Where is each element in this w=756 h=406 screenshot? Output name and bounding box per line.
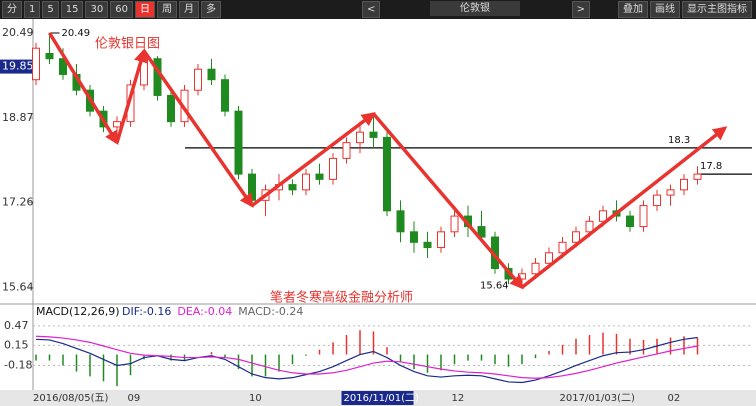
trend-arrow	[372, 112, 524, 290]
candle-body	[572, 231, 580, 243]
x-tick-label: 2016/11/01(二)	[344, 393, 420, 404]
candle-body	[585, 220, 594, 233]
candle-body	[59, 58, 67, 75]
candle-body	[194, 68, 202, 91]
prev-button[interactable]: <	[362, 1, 381, 18]
candle-body	[221, 79, 229, 112]
toolbar-button[interactable]: 画线	[650, 1, 680, 18]
toolbar-button[interactable]: 月	[178, 1, 199, 18]
toolbar-button[interactable]: 周	[156, 1, 177, 18]
toolbar: 分 1 5 15 30 60 日周月多 < 伦敦银 > 叠加 画线 显示主图指标	[0, 0, 756, 19]
y-tick-label: 15.64	[2, 280, 34, 293]
toolbar-button[interactable]: 5	[42, 1, 59, 18]
high-label: 20.49	[62, 28, 91, 39]
trend-arrow	[520, 126, 728, 289]
candle-body	[167, 94, 175, 123]
toolbar-button[interactable]: 1	[24, 1, 41, 18]
macd-line	[35, 336, 698, 384]
candle-body	[599, 210, 607, 222]
x-tick-label: 02	[668, 393, 681, 404]
candle-body	[693, 173, 702, 180]
candle-body	[477, 226, 486, 238]
level-label: 17.8	[700, 161, 722, 172]
y-tick-label: 0.47	[4, 319, 29, 332]
period-buttons: 分 1 5 15 30 60 日周月多	[0, 1, 221, 18]
x-tick-label: 2016/08/05(五)	[33, 393, 109, 404]
symbol: 伦敦银	[430, 1, 520, 16]
x-tick-label: 10	[249, 393, 262, 404]
cursor-value: 19.85	[2, 60, 34, 73]
x-tick-label: 09	[128, 393, 141, 404]
candle-body	[396, 210, 405, 233]
candle-body	[329, 157, 337, 180]
candle-body	[531, 262, 540, 275]
y-tick-label: 18.87	[2, 111, 34, 124]
candle-body	[383, 136, 391, 212]
candle-body	[437, 231, 445, 249]
macd-title: MACD(12,26,9)	[36, 305, 120, 318]
trend-arrow	[250, 112, 376, 207]
low-label: 15.64	[480, 280, 509, 291]
candle-body	[113, 121, 121, 128]
candle-body	[302, 173, 310, 191]
cursor-box	[0, 59, 32, 74]
level-label: 18.3	[668, 135, 690, 146]
cursor-date-box	[341, 391, 414, 405]
symbol-nav: < 伦敦银 >	[360, 1, 590, 18]
candle-body	[315, 173, 324, 180]
x-tick-label: 12	[452, 393, 465, 404]
toolbar-button[interactable]: 叠加	[618, 1, 648, 18]
legend-entry: DIF:-0.16	[122, 305, 171, 318]
toolbar-button[interactable]: 分	[2, 1, 22, 18]
toolbar-button[interactable]: 多	[200, 1, 221, 18]
legend-entry: DEA:-0.04	[177, 305, 232, 318]
candle-body	[450, 215, 459, 233]
candle-body	[356, 131, 364, 144]
y-tick-label: 17.26	[2, 195, 34, 208]
tool-buttons: 叠加 画线 显示主图指标	[616, 1, 752, 18]
toolbar-button[interactable]: 60	[110, 1, 133, 18]
candle-body	[558, 241, 567, 254]
candle-body	[288, 184, 297, 191]
candle-body	[369, 131, 378, 138]
candle-body	[666, 189, 675, 196]
candle-body	[680, 178, 688, 191]
candle-body	[410, 231, 418, 243]
legend-entry: MACD:-0.24	[238, 305, 303, 318]
y-tick-label: 20.49	[2, 26, 34, 39]
candle-body	[207, 68, 216, 81]
x-tick-label: 2017/01/03(二)	[560, 393, 636, 404]
candle-body	[545, 252, 553, 264]
footnote: 笔者冬寒高级金融分析师	[270, 290, 413, 306]
candle-body	[234, 110, 243, 175]
toolbar-button[interactable]: 显示主图指标	[682, 1, 752, 18]
trend-arrow	[115, 48, 148, 144]
trend-arrow	[48, 32, 119, 146]
toolbar-button[interactable]: 30	[85, 1, 109, 18]
candle-body	[639, 205, 648, 228]
candle-body	[32, 47, 40, 81]
y-tick-label: -0.18	[4, 358, 32, 371]
chart-title: 伦敦银日图	[95, 36, 160, 52]
macd-line	[35, 335, 698, 379]
candle-body	[518, 273, 526, 280]
candle-body	[626, 215, 634, 228]
toolbar-button[interactable]: 15	[60, 1, 84, 18]
toolbar-button[interactable]: 日	[134, 1, 155, 18]
candle-body	[342, 142, 351, 159]
candle-body	[653, 194, 661, 207]
candle-body	[45, 52, 54, 60]
next-button[interactable]: >	[571, 1, 590, 18]
candle-body	[423, 241, 432, 249]
candle-body	[248, 173, 256, 201]
trend-arrow	[142, 49, 254, 208]
y-tick-label: 0.15	[4, 338, 29, 351]
